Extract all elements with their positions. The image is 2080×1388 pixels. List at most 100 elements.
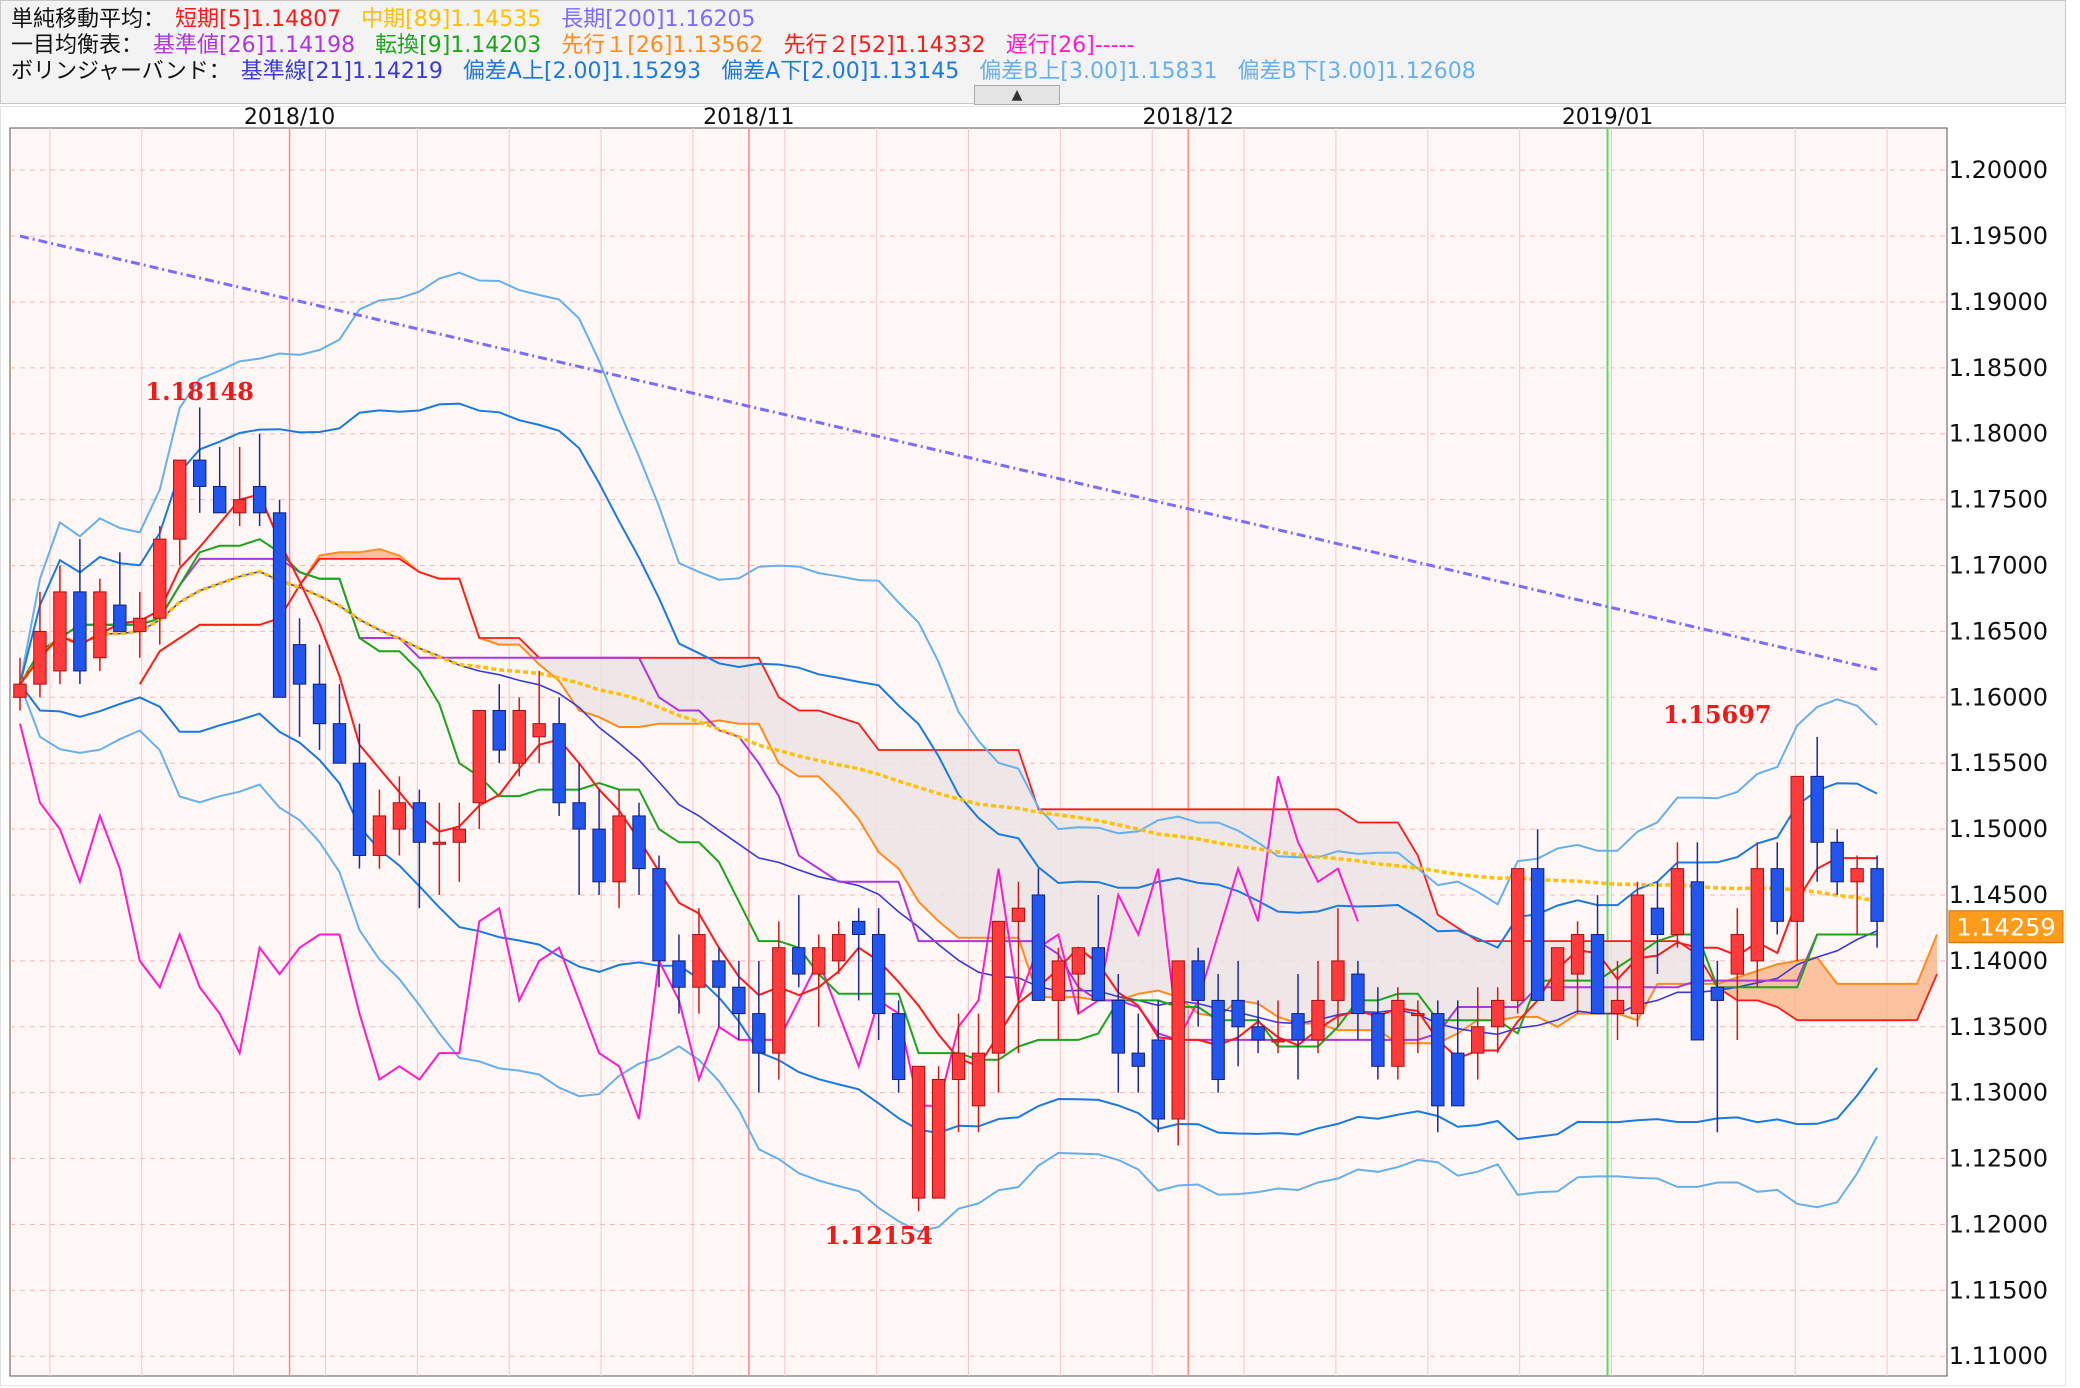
candle-body — [173, 459, 187, 540]
chikou-line — [19, 723, 1359, 1120]
cloud-segment — [1298, 809, 1318, 1024]
cloud-segment — [1278, 809, 1299, 1024]
collapse-legend-button[interactable]: ▲ — [974, 85, 1060, 105]
legend-item-bb-a-lower: 偏差A下[2.00]1.13145 — [721, 59, 960, 84]
cloud-segment — [718, 657, 739, 724]
candle-body — [13, 683, 27, 698]
candle-body — [1510, 868, 1525, 1001]
candle-body — [352, 762, 367, 856]
legend-item-kijun: 基準値[26]1.14198 — [153, 33, 356, 58]
x-month-label: 2018/10 — [244, 106, 335, 130]
bb-b-lower-line — [19, 683, 1878, 1233]
candle-body — [1491, 999, 1505, 1028]
cloud-segment — [918, 750, 939, 922]
candle-body — [252, 485, 267, 514]
candle-body — [1031, 894, 1046, 1001]
cloud-segment — [1917, 934, 1938, 1021]
x-month-label: 2018/12 — [1142, 106, 1233, 130]
candle-body — [911, 1065, 926, 1199]
candle-body — [432, 841, 447, 845]
cloud-segment — [1797, 957, 1818, 1021]
cloud-segment — [1238, 809, 1259, 1004]
candle-body — [732, 986, 746, 1015]
candle-body — [1431, 1013, 1445, 1107]
candle-body — [372, 815, 387, 856]
cloud-segment — [1877, 983, 1898, 1021]
candle-body — [772, 947, 786, 1054]
price-annotations: 1.18148 1.12154 1.15697 — [145, 377, 1771, 1250]
y-tick-label: 1.13000 — [1949, 1079, 2048, 1107]
candle-body — [592, 828, 606, 883]
candle-body — [1211, 999, 1225, 1080]
candle-body — [1850, 868, 1864, 883]
legend-item-sma-mid: 中期[89]1.14535 — [361, 7, 542, 32]
candle-body — [272, 512, 287, 698]
cloud-segment — [1457, 927, 1478, 1034]
cloud-segment — [758, 657, 779, 764]
cloud-segment — [998, 750, 1019, 938]
cloud-segment — [1258, 809, 1279, 1017]
candle-body — [1091, 947, 1106, 1001]
candle-body — [1650, 907, 1665, 936]
tenkan-line — [19, 538, 1878, 1061]
legend-item-bb-a-upper: 偏差A上[2.00]1.15293 — [462, 59, 702, 84]
candle-body — [1750, 868, 1764, 962]
legend-row-sma: 単純移動平均： 短期[5]1.14807 中期[89]1.14535 長期[200]1… — [11, 5, 775, 35]
candle-body — [1830, 841, 1844, 883]
legend-item-bb-b-upper: 偏差B上[3.00]1.15831 — [979, 59, 1218, 84]
candle-body — [1670, 868, 1685, 936]
legend-row-ichimoku: 一目均衡表： 基準値[26]1.14198 転換[9]1.14203 先行１[26]1… — [11, 31, 1154, 61]
bb-b-upper-line — [19, 271, 1878, 906]
y-tick-label: 1.15000 — [1949, 815, 2048, 843]
cloud-segment — [678, 657, 699, 724]
cloud-segment — [1817, 957, 1838, 1021]
extreme-price-annotation: 1.12154 — [824, 1221, 933, 1250]
candle-body — [1530, 868, 1545, 1001]
y-tick-label: 1.16000 — [1949, 683, 2048, 711]
cloud-segment — [559, 657, 580, 711]
cloud-segment — [738, 657, 759, 724]
candle-body — [1411, 1013, 1425, 1017]
candle-body — [991, 920, 1006, 1054]
cloud-segment — [778, 697, 799, 777]
candle-body — [93, 591, 107, 659]
candle-body — [1011, 907, 1026, 922]
y-tick-label: 1.17500 — [1949, 486, 2048, 514]
cloud-segment — [619, 657, 640, 727]
candle-body — [73, 591, 87, 672]
cloud-segment — [499, 638, 520, 645]
candle-body — [1231, 999, 1245, 1028]
legend-item-bb-b-lower: 偏差B下[3.00]1.12608 — [1237, 59, 1476, 84]
y-tick-label: 1.14000 — [1949, 947, 2048, 975]
candle-body — [672, 960, 686, 988]
y-tick-label: 1.19000 — [1949, 288, 2048, 316]
candle-body — [1590, 934, 1605, 1015]
candle-body — [971, 1052, 986, 1107]
candle-body — [1191, 960, 1205, 1001]
cloud-segment — [1657, 941, 1678, 984]
candle-body — [193, 459, 207, 487]
candle-body — [113, 604, 127, 632]
legend-item-chikou: 遅行[26]----- — [1005, 33, 1135, 58]
candle-body — [1071, 947, 1086, 975]
cloud-segment — [798, 710, 819, 777]
candle-body — [212, 485, 227, 514]
candle-body — [1151, 1039, 1165, 1120]
legend-item-senkou-a: 先行１[26]1.13562 — [561, 33, 764, 58]
price-chart: 1.20000 1.19500 1.19000 1.18500 1.18000 1.175… — [0, 106, 2066, 1386]
candle-body — [1630, 894, 1645, 1015]
legend-item-bb-mid: 基準線[21]1.14219 — [240, 59, 443, 84]
bb-a-lower-line — [19, 683, 1878, 1141]
candle-body — [1710, 986, 1725, 1001]
candle-body — [1550, 947, 1565, 1001]
sma-mid-line — [18, 569, 1878, 903]
bb-mid-line — [19, 570, 1878, 1036]
cloud-segment — [1158, 809, 1179, 998]
candle-body — [752, 1013, 766, 1054]
cloud-segment — [1377, 822, 1398, 1044]
legend-item-senkou-b: 先行２[52]1.14332 — [783, 33, 986, 58]
y-tick-label: 1.18000 — [1949, 420, 2048, 448]
candle-body — [851, 920, 866, 936]
candle-body — [232, 499, 247, 514]
candle-body — [332, 723, 347, 764]
